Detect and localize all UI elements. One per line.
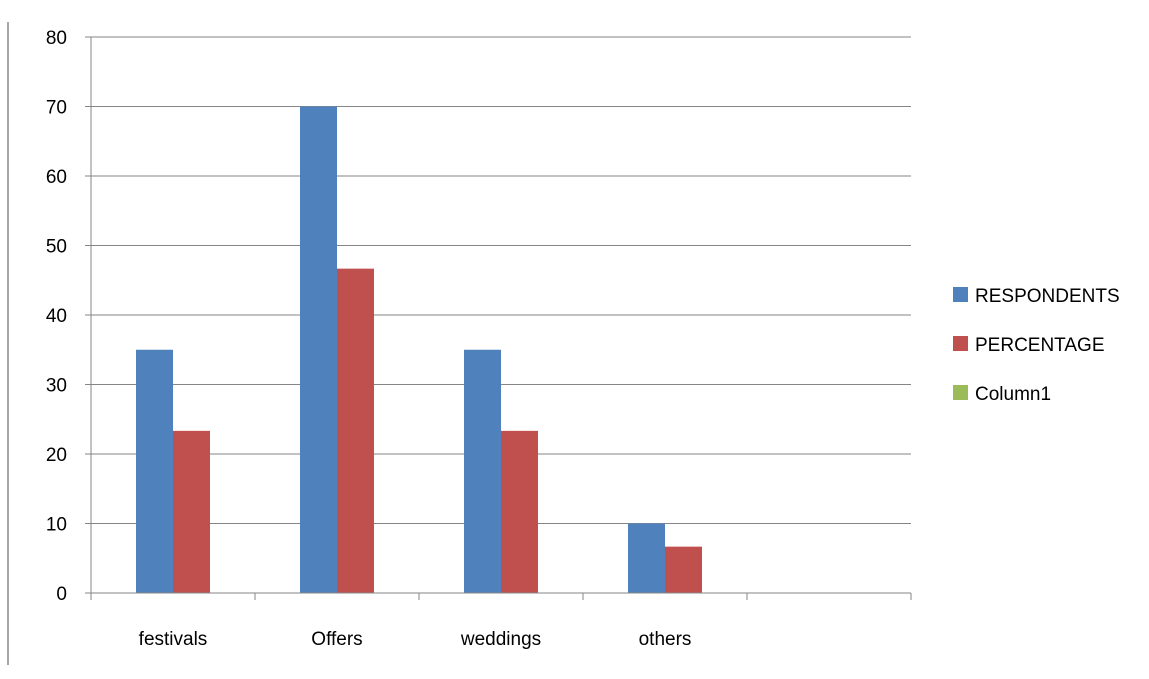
bar-respondents-offers <box>300 106 337 593</box>
y-tick-label: 50 <box>46 237 67 258</box>
bar-percentage-others <box>665 546 702 593</box>
legend-swatch <box>953 336 968 351</box>
bar-respondents-weddings <box>464 349 501 593</box>
bar-respondents-others <box>628 523 665 593</box>
x-tick-label: weddings <box>460 629 541 650</box>
y-tick-label: 80 <box>46 28 67 49</box>
legend-label: Column1 <box>975 384 1051 405</box>
x-tick-label: Offers <box>311 629 362 650</box>
legend-label: PERCENTAGE <box>975 335 1105 356</box>
legend-swatch <box>953 287 968 302</box>
y-tick-label: 20 <box>46 445 67 466</box>
bar-respondents-festivals <box>136 349 173 593</box>
grid <box>91 36 911 524</box>
bars <box>136 106 702 593</box>
bar-percentage-offers <box>337 268 374 593</box>
y-tick-label: 10 <box>46 515 67 536</box>
legend: RESPONDENTS PERCENTAGE Column1 <box>953 286 1120 405</box>
legend-swatch <box>953 385 968 400</box>
legend-label: RESPONDENTS <box>975 286 1120 307</box>
x-tick-label: festivals <box>139 629 208 650</box>
bar-percentage-festivals <box>173 430 210 593</box>
x-tick-label: others <box>639 629 692 650</box>
y-tick-label: 40 <box>46 306 67 327</box>
y-tick-label: 60 <box>46 167 67 188</box>
bar-percentage-weddings <box>501 430 538 593</box>
y-tick-label: 0 <box>56 584 67 605</box>
axes: 0 10 20 30 40 50 60 70 80 festivals Offers weddings… <box>46 28 912 650</box>
y-tick-label: 30 <box>46 376 67 397</box>
y-tick-label: 70 <box>46 98 67 119</box>
